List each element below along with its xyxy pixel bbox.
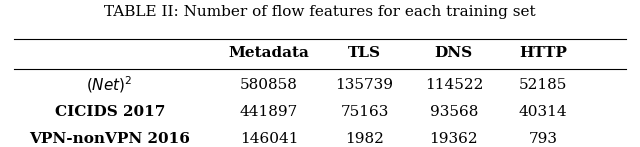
Text: CICIDS 2017: CICIDS 2017 bbox=[54, 105, 165, 119]
Text: HTTP: HTTP bbox=[519, 46, 567, 60]
Text: 40314: 40314 bbox=[518, 105, 567, 119]
Text: 52185: 52185 bbox=[519, 78, 567, 92]
Text: 580858: 580858 bbox=[240, 78, 298, 92]
Text: DNS: DNS bbox=[435, 46, 473, 60]
Text: 93568: 93568 bbox=[429, 105, 478, 119]
Text: 19362: 19362 bbox=[429, 132, 478, 146]
Text: $(Net)^2$: $(Net)^2$ bbox=[86, 75, 133, 95]
Text: 114522: 114522 bbox=[424, 78, 483, 92]
Text: TABLE II: Number of flow features for each training set: TABLE II: Number of flow features for ea… bbox=[104, 5, 536, 19]
Text: VPN-nonVPN 2016: VPN-nonVPN 2016 bbox=[29, 132, 190, 146]
Text: 146041: 146041 bbox=[240, 132, 298, 146]
Text: 793: 793 bbox=[529, 132, 557, 146]
Text: 441897: 441897 bbox=[240, 105, 298, 119]
Text: Metadata: Metadata bbox=[228, 46, 310, 60]
Text: 75163: 75163 bbox=[340, 105, 388, 119]
Text: TLS: TLS bbox=[348, 46, 381, 60]
Text: 135739: 135739 bbox=[335, 78, 394, 92]
Text: 1982: 1982 bbox=[345, 132, 384, 146]
